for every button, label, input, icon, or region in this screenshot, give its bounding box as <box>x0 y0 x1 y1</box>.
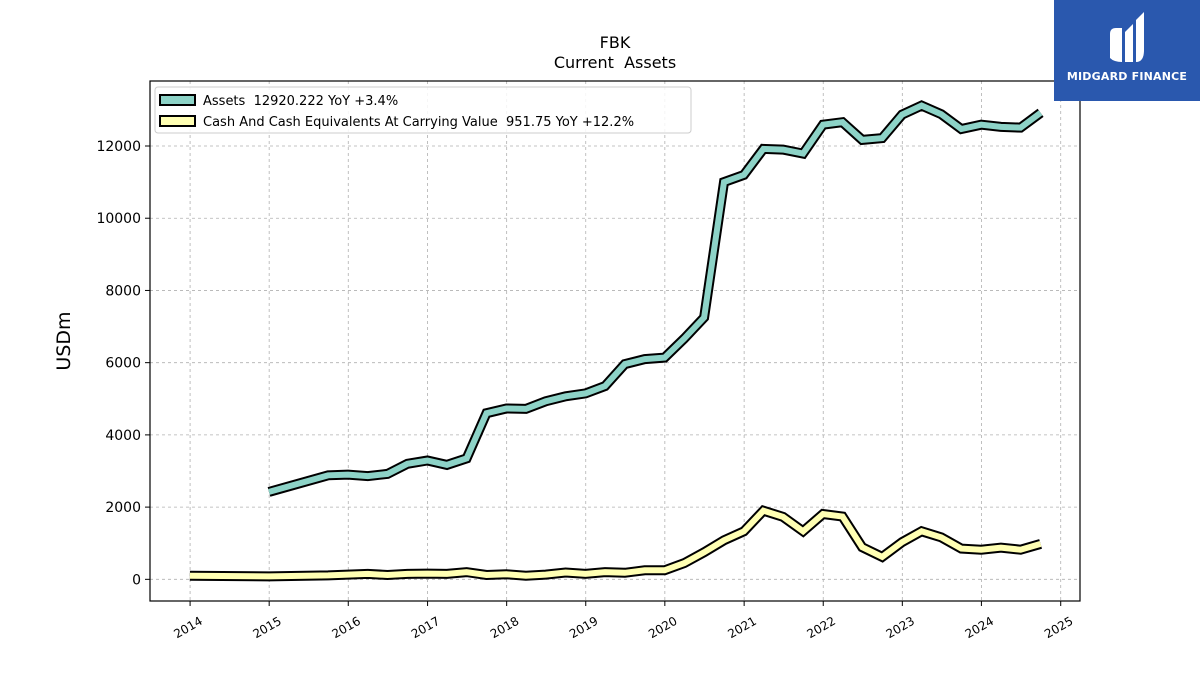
y-tick-label: 0 <box>132 572 141 588</box>
series-line-fill <box>268 102 1043 495</box>
legend: Assets 12920.222 YoY +3.4% Cash And Cash … <box>154 86 692 134</box>
series-lines <box>189 100 1044 582</box>
y-tick-label: 12000 <box>96 139 141 155</box>
midgard-finance-logo: MIDGARD FINANCE <box>1054 0 1200 101</box>
x-tick-label: 2019 <box>567 614 600 641</box>
y-tick-label: 6000 <box>105 356 141 372</box>
legend-entry: Assets 12920.222 YoY +3.4% <box>203 94 398 109</box>
legend-swatch <box>159 115 196 127</box>
series-line-fill <box>189 507 1042 580</box>
x-tick-label: 2023 <box>884 614 917 641</box>
y-tick-label: 2000 <box>105 500 141 516</box>
logo-text: MIDGARD FINANCE <box>1066 70 1188 83</box>
x-tick-label: 2022 <box>805 614 838 641</box>
grid <box>150 81 1080 601</box>
x-tick-label: 2015 <box>250 614 283 641</box>
y-axis: 0 2000 4000 6000 8000 10000 12000 <box>96 139 150 588</box>
legend-box <box>154 86 692 134</box>
logo-mark-icon <box>1110 12 1144 62</box>
y-tick-label: 10000 <box>96 211 141 227</box>
legend-swatch <box>159 94 196 106</box>
chart-subtitle: Current Assets <box>554 53 676 72</box>
x-tick-label: 2016 <box>330 614 363 641</box>
y-tick-label: 4000 <box>105 428 141 444</box>
x-tick-label: 2020 <box>646 614 679 641</box>
y-tick-label: 8000 <box>105 283 141 299</box>
series-line-outline <box>267 100 1044 497</box>
x-axis: 2014 2015 2016 2017 2018 2019 2020 2021 2022 2023… <box>171 601 1075 641</box>
plot-frame <box>149 80 1081 602</box>
series-line-0 <box>267 100 1044 497</box>
series-line-1 <box>189 504 1042 582</box>
x-tick-label: 2017 <box>409 614 442 641</box>
x-tick-label: 2025 <box>1042 614 1075 641</box>
x-tick-label: 2021 <box>725 614 758 641</box>
x-tick-label: 2018 <box>488 614 521 641</box>
chart-title: FBK <box>600 33 631 52</box>
series-line-outline <box>189 504 1042 582</box>
x-tick-label: 2014 <box>171 614 204 641</box>
x-tick-label: 2024 <box>963 614 996 641</box>
legend-entry: Cash And Cash Equivalents At Carrying Va… <box>203 115 634 130</box>
y-axis-label: USDm <box>53 311 75 370</box>
